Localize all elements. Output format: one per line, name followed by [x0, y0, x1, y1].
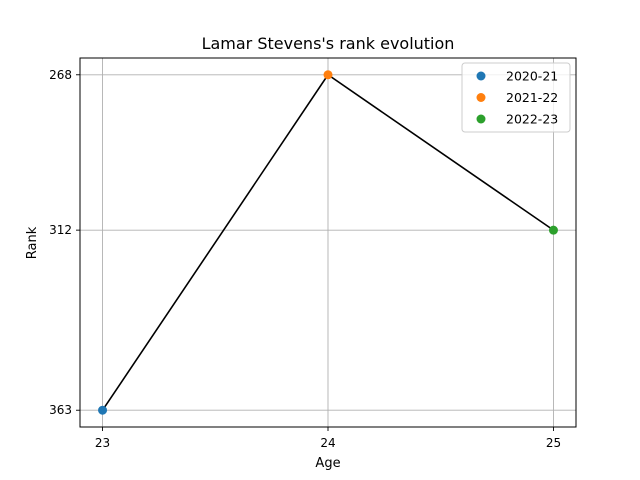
y-axis-label: Rank [25, 226, 40, 259]
y-tick-label: 312 [49, 223, 72, 237]
y-tick-label: 363 [49, 403, 72, 417]
x-tick-label: 25 [546, 436, 561, 450]
legend-marker-2021-22 [476, 93, 486, 102]
chart-title: Lamar Stevens's rank evolution [202, 34, 455, 53]
y-tick-label: 268 [49, 68, 72, 82]
x-tick-label: 24 [320, 436, 335, 450]
legend-frame [461, 62, 571, 133]
legend-label-2020-21: 2020-21 [506, 69, 558, 84]
axis-ticks: 23 24 25 268 312 363 [49, 68, 561, 450]
legend-label-2022-23: 2022-23 [506, 112, 558, 127]
data-markers [98, 70, 558, 415]
legend-label-2021-22: 2021-22 [506, 90, 558, 105]
legend-marker-2022-23 [476, 114, 486, 124]
marker-2022-23 [548, 225, 558, 235]
marker-2021-22 [323, 70, 333, 80]
marker-2020-21 [98, 405, 108, 415]
legend-marker-2020-21 [476, 71, 486, 81]
legend: 2020-21 2021-22 2022-23 [461, 62, 571, 133]
x-axis-label: Age [315, 456, 340, 471]
x-tick-label: 23 [95, 436, 110, 450]
